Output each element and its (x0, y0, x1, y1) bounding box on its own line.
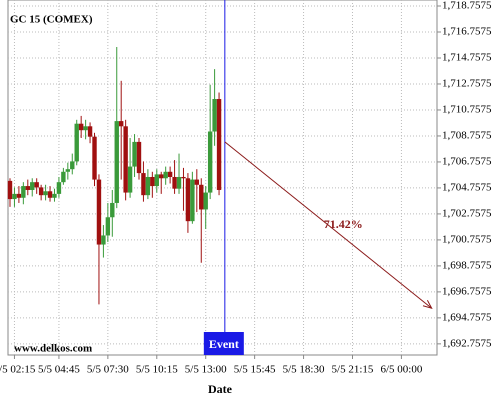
y-tick-label: 1,704.7575 (442, 181, 492, 193)
x-tick-label: 5/5 04:45 (38, 364, 80, 376)
candle-body (110, 202, 115, 218)
y-tick-label: 1,718.7575 (442, 0, 492, 12)
candle-body (65, 169, 71, 172)
candle-body (38, 187, 44, 196)
candle-body (30, 182, 35, 190)
candle-body (105, 217, 111, 236)
candle-body (78, 123, 84, 131)
event-label: Event (209, 337, 239, 351)
candle-body (21, 186, 26, 198)
candle-body (52, 193, 57, 198)
candle-body (132, 141, 137, 167)
candle-body (74, 123, 79, 162)
y-tick-label: 1,700.7575 (442, 233, 492, 245)
x-tick-label: 5/5 18:30 (283, 364, 325, 376)
candle-body (61, 171, 66, 183)
projection-label: 71.42% (324, 217, 363, 231)
y-tick-label: 1,702.7575 (442, 207, 492, 219)
y-tick-label: 1,692.7575 (442, 337, 492, 349)
candle-body (92, 136, 97, 180)
candle-body (150, 176, 155, 187)
y-tick-label: 1,710.7575 (442, 103, 492, 115)
candle-body (199, 184, 204, 210)
candle-body (176, 176, 182, 189)
candle-body (16, 193, 22, 198)
y-tick-label: 1,708.7575 (442, 129, 492, 141)
candle-body (101, 235, 106, 245)
plot-area (7, 0, 438, 356)
candle-body (7, 180, 13, 200)
x-tick-label: 5/5 02:15 (0, 364, 36, 376)
candle-body (118, 121, 124, 127)
y-tick-label: 1,696.7575 (442, 285, 492, 297)
candle-body (194, 179, 200, 185)
candle-body (96, 179, 102, 245)
candle-body (185, 178, 191, 222)
candle-body (114, 121, 119, 203)
x-tick-label: 5/5 21:15 (332, 364, 374, 376)
projection-arrow (224, 141, 432, 309)
x-tick-label: 5/5 07:30 (87, 364, 129, 376)
y-tick-label: 1,712.7575 (442, 78, 492, 90)
candle-body (83, 126, 88, 131)
candle-body (47, 191, 53, 198)
candle-body (216, 99, 222, 190)
x-tick-label: 5/5 13:00 (185, 364, 227, 376)
candle-body (34, 182, 39, 188)
candle-body (25, 186, 30, 190)
candle-body (203, 192, 208, 210)
candle-body (163, 171, 168, 179)
watermark: www.delkos.com (14, 343, 92, 355)
candle-body (136, 141, 142, 174)
x-axis-label: Date (208, 382, 233, 396)
candle-body (190, 179, 195, 222)
candle-body (87, 126, 93, 137)
x-tick-label: 5/5 10:15 (136, 364, 178, 376)
candle-body (154, 174, 159, 187)
candle-body (141, 173, 146, 196)
candle-body (123, 126, 128, 193)
x-tick-label: 5/5 15:45 (234, 364, 276, 376)
y-tick-label: 1,714.7575 (442, 52, 492, 64)
y-tick-label: 1,716.7575 (442, 26, 492, 38)
candle-body (12, 193, 17, 200)
candle-body (70, 161, 75, 170)
candle-body (167, 171, 173, 177)
candle-body (159, 174, 164, 179)
candle-body (145, 176, 151, 196)
candle-body (212, 99, 217, 132)
y-tick-label: 1,694.7575 (442, 311, 492, 323)
arrow-head (422, 300, 433, 310)
y-tick-label: 1,698.7575 (442, 259, 492, 271)
candle-body (172, 176, 177, 189)
candle-body (56, 182, 62, 194)
x-tick-label: 6/5 00:00 (380, 364, 422, 376)
candle-body (207, 131, 213, 193)
candle-body (43, 191, 48, 196)
event-box (203, 332, 244, 355)
y-tick-label: 1,706.7575 (442, 155, 492, 167)
candle-body (181, 176, 186, 179)
candle-body (127, 166, 133, 193)
chart-title: GC 15 (COMEX) (10, 14, 93, 26)
